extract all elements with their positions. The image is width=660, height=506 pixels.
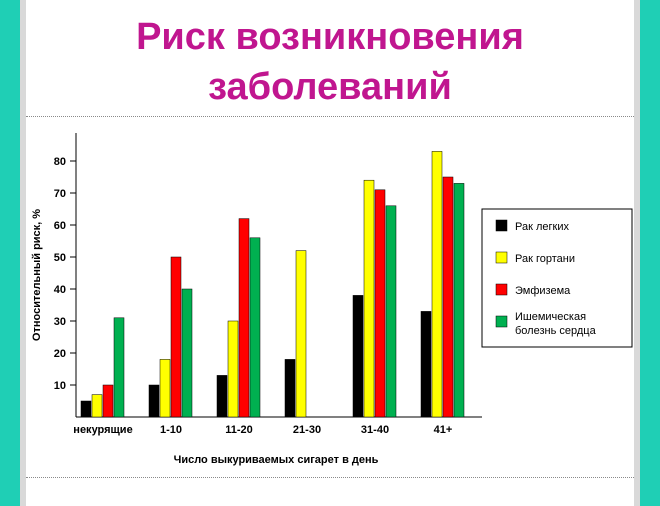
slide-title-line-2: заболеваний xyxy=(208,66,452,108)
right-side-band xyxy=(634,0,660,506)
legend-label: Рак гортани xyxy=(515,253,575,265)
bar xyxy=(148,384,160,418)
bar xyxy=(442,176,454,418)
legend-label: Рак легких xyxy=(515,221,569,233)
bar xyxy=(238,218,250,418)
legend-swatch xyxy=(495,219,508,232)
legend-label: Ишемическая xyxy=(515,311,586,323)
bar xyxy=(102,384,114,418)
bar xyxy=(374,189,386,418)
bar xyxy=(216,375,228,418)
y-axis-title: Относительный риск, % xyxy=(31,209,43,341)
bar xyxy=(91,394,103,418)
x-tick-label: 41+ xyxy=(434,424,453,436)
x-tick-label: некурящие xyxy=(73,424,132,436)
y-tick-label: 40 xyxy=(54,284,66,296)
slide-title: Риск возникновения заболеваний xyxy=(26,12,634,112)
y-tick-label: 30 xyxy=(54,316,66,328)
bar xyxy=(352,295,364,418)
legend-swatch xyxy=(495,315,508,328)
slide: Риск возникновения заболеваний 10 20 30 40 5… xyxy=(26,0,634,506)
legend-swatch xyxy=(495,251,508,264)
y-tick-label: 50 xyxy=(54,252,66,264)
x-tick-label: 21-30 xyxy=(293,424,321,436)
bars xyxy=(80,151,465,418)
axis-labels: некурящие 1-10 11-20 21-30 31-40 41+ Число вык… xyxy=(31,209,452,466)
x-tick-label: 11-20 xyxy=(225,424,253,436)
legend-label: болезнь сердца xyxy=(515,325,597,337)
bar xyxy=(113,317,125,418)
y-tick-label: 20 xyxy=(54,348,66,360)
y-tick-label: 10 xyxy=(54,380,66,392)
bar xyxy=(431,151,443,418)
bar xyxy=(363,179,375,418)
bar xyxy=(170,256,182,418)
slide-title-line-1: Риск возникновения xyxy=(136,16,524,58)
axes: 10 20 30 40 50 60 70 80 xyxy=(54,133,482,418)
legend-swatch xyxy=(495,283,508,296)
x-tick-label: 31-40 xyxy=(361,424,389,436)
bar xyxy=(181,288,193,418)
bar xyxy=(284,359,296,418)
bar xyxy=(80,400,92,418)
bar xyxy=(453,183,465,418)
x-tick-label: 1-10 xyxy=(160,424,182,436)
left-side-band xyxy=(0,0,26,506)
x-axis-title: Число выкуриваемых сигарет в день xyxy=(174,454,379,466)
bar xyxy=(420,311,432,418)
y-tick-label: 80 xyxy=(54,156,66,168)
y-tick-label: 60 xyxy=(54,220,66,232)
bar-chart: 10 20 30 40 50 60 70 80 некурящие 1-10 11-20 21-30… xyxy=(31,133,633,466)
bar xyxy=(249,237,261,418)
bar xyxy=(159,359,171,418)
bar xyxy=(295,250,307,418)
bar xyxy=(385,205,397,418)
y-tick-label: 70 xyxy=(54,188,66,200)
legend-label: Эмфизема xyxy=(515,285,571,297)
legend: Рак легких Рак гортани Эмфизема Ишемическая… xyxy=(481,208,633,348)
chart-frame: 10 20 30 40 50 60 70 80 некурящие 1-10 11-20 21-30… xyxy=(26,116,634,478)
bar xyxy=(227,320,239,418)
